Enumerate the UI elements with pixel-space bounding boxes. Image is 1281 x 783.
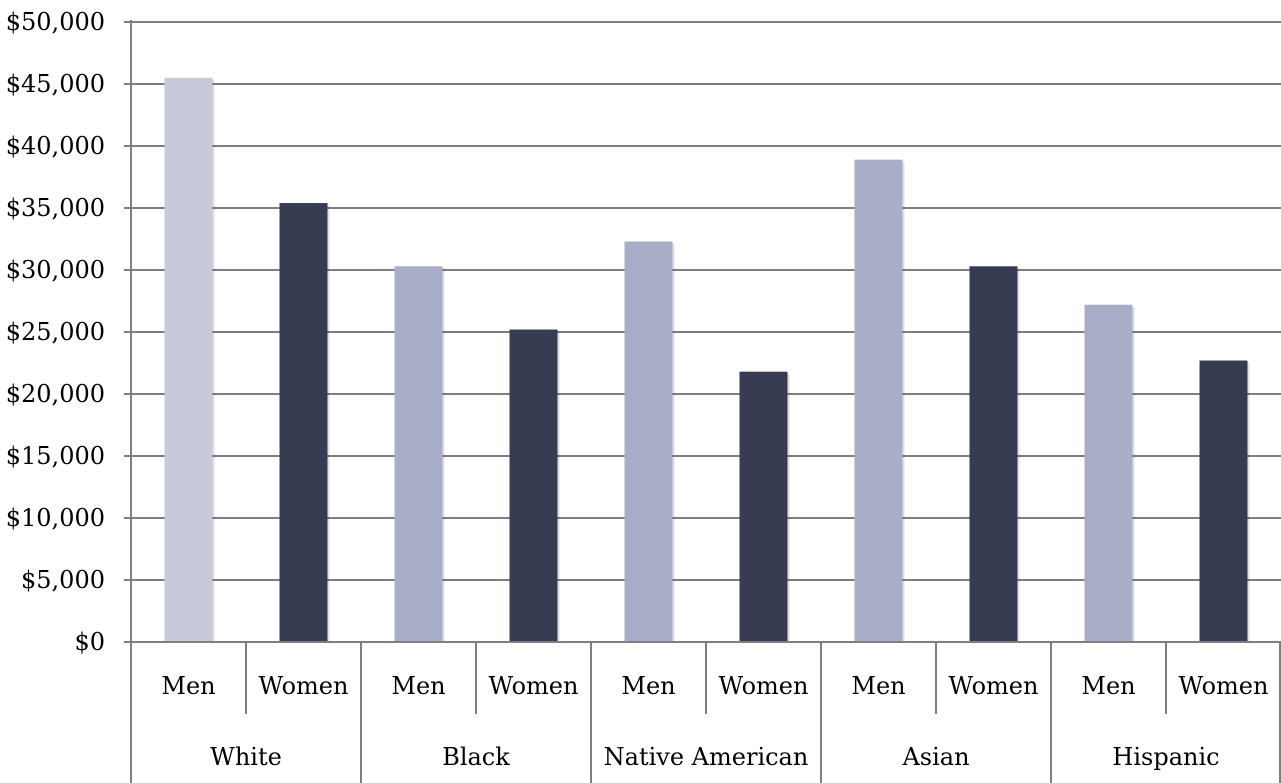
x-group-label: Hispanic — [1112, 743, 1219, 771]
x-group-label: Asian — [901, 743, 969, 771]
y-tick-label: $0 — [74, 628, 105, 656]
y-tick-label: $15,000 — [6, 442, 105, 470]
x-sub-label: Women — [949, 672, 1039, 700]
bar-native-american-women — [739, 371, 788, 642]
bar-black-men — [394, 266, 443, 642]
bar-white-women — [279, 203, 328, 643]
x-sub-label: Women — [489, 672, 579, 700]
bar-asian-women — [969, 266, 1018, 642]
x-sub-label: Men — [851, 672, 905, 700]
y-tick-label: $20,000 — [6, 380, 105, 408]
y-tick-label: $35,000 — [6, 194, 105, 222]
x-sub-label: Men — [1081, 672, 1135, 700]
y-tick-label: $25,000 — [6, 318, 105, 346]
bar-hispanic-men — [1084, 304, 1133, 642]
y-tick-label: $10,000 — [6, 504, 105, 532]
y-tick-label: $5,000 — [21, 566, 105, 594]
y-axis-tick-labels: $0 $5,000 $10,000 $15,000 $20,000 $25,000 $30,… — [6, 8, 105, 656]
y-tick-label: $40,000 — [6, 132, 105, 160]
x-group-label: Native American — [604, 743, 809, 771]
x-group-label: White — [210, 743, 282, 771]
bar-hispanic-women — [1199, 360, 1248, 642]
bar-native-american-men — [624, 241, 673, 643]
x-sub-label: Women — [719, 672, 809, 700]
bar-black-women — [509, 329, 558, 642]
y-tick-label: $45,000 — [6, 70, 105, 98]
x-sub-label: Men — [621, 672, 675, 700]
x-sub-label: Women — [259, 672, 349, 700]
x-axis: Men Women Men Women Men Women Men Women Men Women… — [130, 20, 1281, 783]
x-group-label: Black — [442, 743, 510, 771]
y-tick-label: $50,000 — [6, 8, 105, 36]
x-sub-label: Men — [161, 672, 215, 700]
bar-white-men — [164, 77, 213, 643]
x-sub-label: Men — [391, 672, 445, 700]
y-tick-label: $30,000 — [6, 256, 105, 284]
x-sub-label: Women — [1179, 672, 1269, 700]
bar-asian-men — [854, 159, 903, 642]
bars — [164, 77, 1250, 643]
